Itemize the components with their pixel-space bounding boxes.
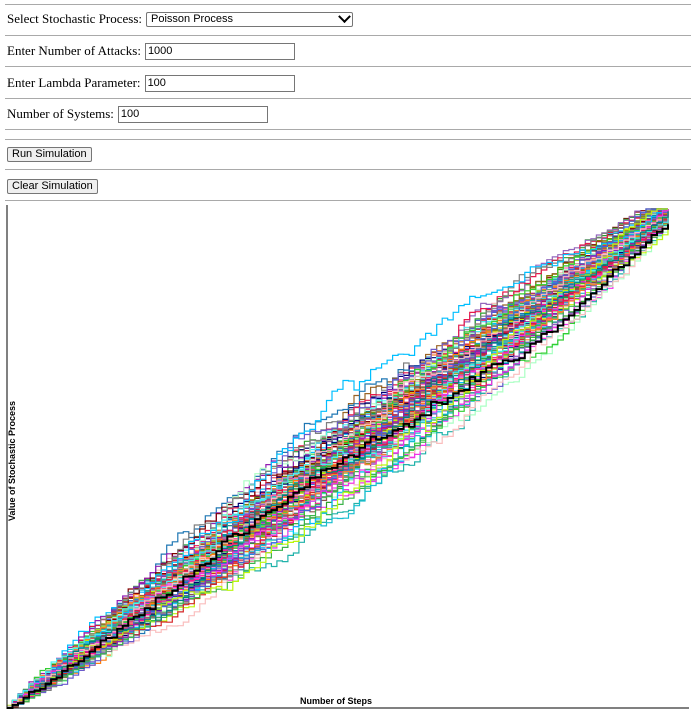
attacks-input[interactable]: 1000: [144, 42, 295, 60]
series-line: [7, 212, 669, 707]
lambda-input[interactable]: 100: [144, 74, 295, 92]
series-line: [7, 211, 669, 709]
process-select[interactable]: Poisson Process: [146, 9, 354, 27]
divider: [5, 129, 691, 130]
process-select-value: Poisson Process: [151, 13, 233, 25]
run-simulation-button[interactable]: Run Simulation: [7, 147, 92, 162]
series-layer: [7, 208, 669, 709]
lambda-label: Enter Lambda Parameter:: [7, 75, 141, 90]
divider: [5, 66, 691, 67]
chevron-down-icon: [338, 9, 351, 23]
divider: [5, 139, 691, 140]
systems-row: Number of Systems: 100: [7, 103, 268, 125]
lambda-row: Enter Lambda Parameter: 100: [7, 72, 295, 94]
clear-simulation-button[interactable]: Clear Simulation: [7, 179, 98, 194]
divider: [5, 35, 691, 36]
y-axis-label: Value of Stochastic Process: [7, 401, 17, 521]
divider: [5, 169, 691, 170]
systems-label: Number of Systems:: [7, 106, 114, 121]
process-row: Select Stochastic Process: Poisson Proce…: [7, 8, 354, 30]
divider: [5, 98, 691, 99]
simulation-chart: Number of Steps Value of Stochastic Proc…: [6, 205, 689, 709]
x-axis-label: Number of Steps: [300, 696, 372, 706]
systems-input[interactable]: 100: [117, 105, 268, 123]
series-line: [7, 224, 669, 709]
attacks-row: Enter Number of Attacks: 1000: [7, 40, 295, 62]
attacks-label: Enter Number of Attacks:: [7, 43, 141, 58]
divider: [5, 200, 691, 201]
process-label: Select Stochastic Process:: [7, 11, 143, 26]
divider: [5, 4, 691, 5]
